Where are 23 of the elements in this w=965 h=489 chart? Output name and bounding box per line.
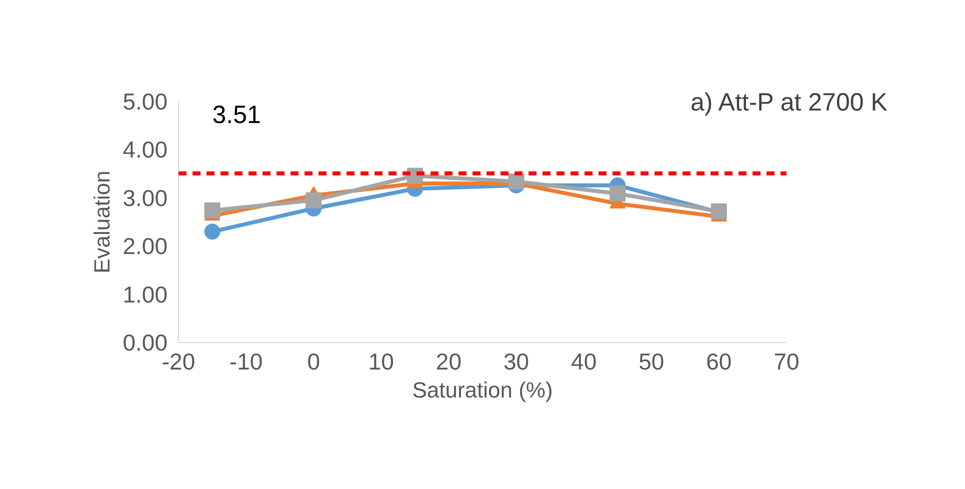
- y-tick-label: 2.00: [122, 233, 168, 260]
- point: [306, 192, 322, 208]
- x-tick-label: 70: [774, 348, 800, 374]
- point: [204, 224, 220, 240]
- x-axis-title: Saturation (%): [412, 378, 553, 402]
- x-tick-label: 10: [368, 348, 394, 374]
- x-tick-label: 50: [638, 348, 664, 374]
- y-tick-label: 1.00: [122, 281, 168, 308]
- y-tick-label: 4.00: [122, 136, 168, 163]
- annotation: a) Att-P at 2700 K: [690, 88, 888, 116]
- point: [610, 186, 626, 202]
- x-tick-label: 20: [436, 348, 462, 374]
- point: [204, 202, 220, 218]
- x-tick-label: -10: [229, 348, 263, 374]
- x-tick-label: 40: [571, 348, 597, 374]
- y-tick-label: 3.00: [122, 184, 168, 211]
- y-tick-label: 5.00: [122, 88, 168, 114]
- ref-line-label: 3.51: [212, 101, 261, 130]
- x-tick-label: 30: [503, 348, 530, 374]
- x-tick-label: 0: [307, 348, 320, 374]
- y-tick-label: 0.00: [122, 330, 168, 356]
- y-axis-title: Evaluation: [90, 170, 115, 274]
- x-tick-label: 60: [706, 348, 732, 374]
